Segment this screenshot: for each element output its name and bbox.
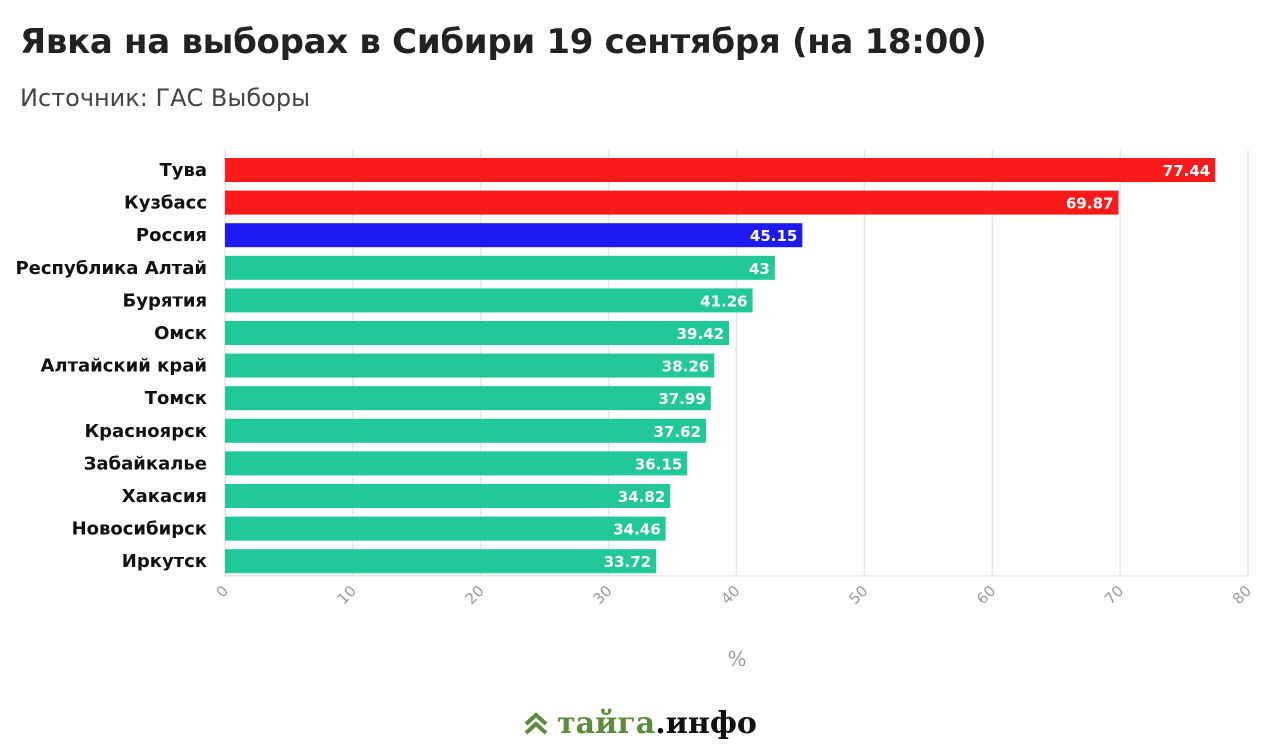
bar	[225, 158, 1216, 182]
x-tick-label: 20	[462, 582, 488, 608]
x-tick-label: 40	[717, 582, 743, 608]
bar	[225, 386, 711, 411]
data-label: 39.42	[677, 325, 724, 343]
x-axis-title: %	[727, 647, 746, 670]
category-label: Республика Алтай	[15, 258, 207, 279]
category-label: Бурятия	[123, 290, 208, 311]
double-chevron-up-icon	[524, 712, 548, 735]
chart-title: Явка на выборах в Сибири 19 сентября (на…	[20, 22, 987, 62]
bar	[225, 288, 753, 313]
x-tick-label: 0	[213, 582, 232, 601]
x-tick-label: 10	[334, 582, 360, 608]
bar	[225, 223, 803, 248]
data-label: 41.26	[700, 292, 747, 310]
x-tick-label: 60	[973, 582, 999, 608]
x-tick-label: 30	[589, 582, 615, 608]
brand-domain: .инфо	[655, 706, 757, 741]
x-tick-label: 70	[1101, 582, 1127, 608]
data-label: 69.87	[1066, 195, 1113, 213]
brand-name: тайга	[557, 706, 656, 741]
bar	[225, 353, 715, 378]
category-label: Новосибирск	[72, 519, 207, 540]
category-label: Забайкалье	[84, 453, 207, 474]
data-label: 37.62	[654, 423, 701, 441]
data-label: 34.46	[613, 521, 660, 539]
bar	[225, 190, 1119, 215]
category-label: Томск	[145, 388, 207, 409]
category-label: Хакасия	[122, 486, 207, 507]
x-tick-label: 50	[845, 582, 871, 608]
chart-subtitle: Источник: ГАС Выборы	[20, 84, 311, 112]
category-label: Красноярск	[84, 421, 207, 442]
bar	[225, 549, 657, 574]
category-label: Иркутск	[122, 551, 207, 572]
data-label: 45.15	[750, 227, 797, 245]
category-label: Кузбасс	[124, 193, 207, 214]
bar	[225, 484, 671, 508]
bar	[225, 418, 707, 443]
data-label: 33.72	[604, 553, 651, 571]
category-label: Тува	[159, 160, 207, 181]
data-label: 43	[749, 260, 770, 278]
data-label: 37.99	[658, 390, 705, 408]
data-label: 36.15	[635, 455, 682, 473]
category-labels: Тува Кузбасс Россия Республика Алтай Бурятия…	[15, 160, 207, 572]
data-label: 34.82	[618, 488, 665, 506]
x-tick-label: 80	[1229, 582, 1255, 608]
bar	[225, 516, 666, 541]
x-axis-ticks: 0 10 20 30 40 50 60 70 80	[213, 582, 1255, 608]
bar	[225, 321, 730, 345]
category-label: Алтайский край	[40, 356, 207, 377]
data-label: 38.26	[662, 358, 709, 376]
data-label: 77.44	[1163, 162, 1210, 180]
bar	[225, 255, 775, 280]
footer-logo: тайга.инфо	[0, 706, 1280, 741]
grid-lines	[224, 150, 1249, 577]
category-label: Омск	[154, 323, 207, 344]
bar	[225, 451, 688, 476]
category-label: Россия	[136, 225, 207, 246]
